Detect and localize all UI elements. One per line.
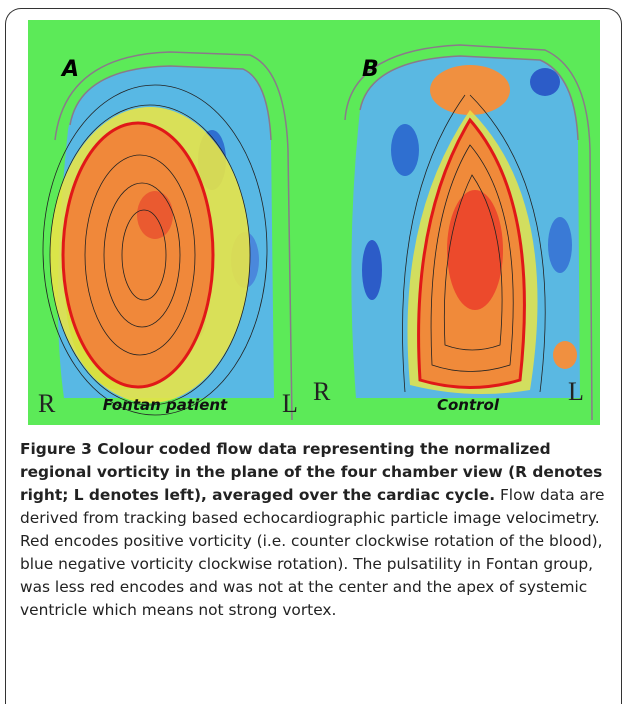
panel-label: B [362, 57, 379, 82]
page: A R Fontan patient L B R Control L Figur… [0, 0, 629, 713]
side-label: R [38, 389, 56, 418]
panel-b-map [345, 45, 592, 420]
caption-body: Flow data are derived from tracking base… [20, 486, 604, 619]
side-label: L [568, 377, 584, 406]
figure-caption: Figure 3 Colour coded flow data represen… [20, 438, 614, 622]
panel-caption: Fontan patient [103, 396, 228, 414]
panel-label: A [60, 57, 79, 82]
panel-caption: Control [437, 396, 500, 414]
figure-image: A R Fontan patient L B R Control L [0, 0, 629, 430]
side-label: R [313, 377, 331, 406]
panel-a-map [43, 52, 292, 420]
side-label: L [282, 389, 298, 418]
